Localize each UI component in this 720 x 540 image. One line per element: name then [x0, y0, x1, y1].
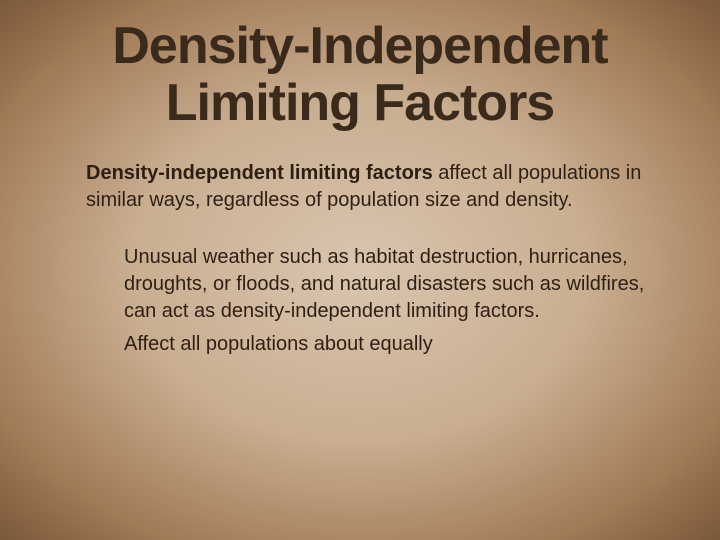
- bullet-item:  Density-independent limiting factors a…: [50, 160, 670, 214]
- sub-bullet-item:  Affect all populations about equally: [94, 331, 670, 358]
- bullet-text: Density-independent limiting factors aff…: [86, 160, 670, 214]
- bullet-bold-lead: Density-independent limiting factors: [86, 162, 433, 184]
- sub-bullet-text: Affect all populations about equally: [124, 331, 670, 358]
- slide: Density-Independent Limiting Factors  D…: [0, 0, 720, 540]
- bullet-icon: : [94, 331, 124, 358]
- slide-body:  Density-independent limiting factors a…: [50, 160, 670, 358]
- bullet-icon: : [50, 160, 86, 214]
- title-line-1: Density-Independent: [112, 17, 607, 75]
- bullet-icon: : [94, 244, 124, 325]
- title-line-2: Limiting Factors: [166, 74, 554, 132]
- sub-bullet-item:  Unusual weather such as habitat destru…: [94, 244, 670, 325]
- slide-title: Density-Independent Limiting Factors: [50, 18, 670, 132]
- sub-bullet-list:  Unusual weather such as habitat destru…: [50, 244, 670, 358]
- sub-bullet-text: Unusual weather such as habitat destruct…: [124, 244, 670, 325]
